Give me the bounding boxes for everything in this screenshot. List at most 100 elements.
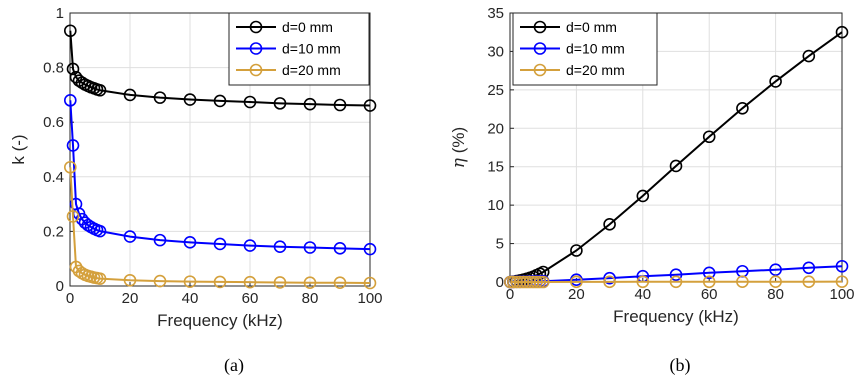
data-point <box>273 276 287 289</box>
data-point <box>520 275 533 289</box>
legend-marker <box>249 20 263 34</box>
data-point <box>835 259 849 273</box>
legend-marker <box>249 42 263 55</box>
legend-marker <box>533 63 547 77</box>
data-point <box>835 275 849 288</box>
data-point <box>533 275 547 289</box>
data-point <box>802 49 816 63</box>
y-tick-label: 1 <box>56 5 64 22</box>
data-point <box>303 97 317 111</box>
data-point <box>570 275 583 289</box>
x-axis-label: Frequency (kHz) <box>613 307 739 326</box>
data-point <box>536 275 550 289</box>
data-point <box>66 139 80 152</box>
data-point <box>363 99 377 112</box>
data-point <box>363 242 377 256</box>
x-tick-label: 0 <box>66 290 74 307</box>
x-tick-label: 60 <box>242 290 259 307</box>
x-tick-label: 40 <box>634 286 651 303</box>
data-point <box>64 94 77 107</box>
data-point <box>363 276 377 290</box>
data-point <box>603 271 616 285</box>
data-point <box>702 275 716 289</box>
y-tick-label: 0 <box>496 274 504 291</box>
x-axis-label: Frequency (kHz) <box>157 311 283 330</box>
y-axis-label: k (-) <box>9 134 28 164</box>
data-point <box>273 240 287 253</box>
data-point <box>835 25 849 39</box>
panel-caption: (a) <box>224 355 244 376</box>
data-point <box>183 275 197 288</box>
x-tick-label: 20 <box>568 286 585 303</box>
y-axis-label: η (%) <box>449 127 469 168</box>
x-tick-label: 80 <box>302 290 319 307</box>
data-point <box>303 241 317 254</box>
data-point <box>213 94 227 108</box>
data-point <box>183 93 197 106</box>
y-tick-label: 20 <box>487 120 504 137</box>
data-point <box>153 233 167 247</box>
y-tick-label: 0.8 <box>43 60 64 77</box>
data-point <box>507 275 520 289</box>
x-tick-label: 60 <box>701 286 718 303</box>
data-point <box>769 75 782 88</box>
data-point <box>570 244 583 257</box>
panel-a-plot: 0 20 40 60 80 100 0 0.2 0.4 0.6 0.8 1 Frequency (kHz… <box>9 5 383 376</box>
data-point <box>93 272 107 285</box>
panel-caption: (b) <box>670 355 691 376</box>
y-tick-label: 15 <box>487 159 504 176</box>
data-point <box>64 160 77 174</box>
data-point <box>64 24 77 38</box>
data-point <box>736 102 749 115</box>
legend-label: d=0 mm <box>566 19 617 35</box>
data-point <box>702 266 716 280</box>
data-point <box>510 275 523 289</box>
data-point <box>669 159 683 173</box>
data-point <box>243 275 257 289</box>
data-point <box>123 273 137 287</box>
y-axis-label-unit: (%) <box>449 127 468 158</box>
legend-label: d=10 mm <box>566 41 625 57</box>
y-tick-label: 0.6 <box>43 114 64 131</box>
legend-label: d=10 mm <box>282 41 341 57</box>
legend-marker <box>533 20 547 34</box>
data-point <box>526 275 540 289</box>
data-point <box>769 263 782 277</box>
y-tick-label: 5 <box>496 236 504 253</box>
data-point <box>243 239 257 252</box>
data-point <box>802 261 816 275</box>
y-tick-label: 25 <box>487 82 504 99</box>
y-axis-label-symbol: η <box>449 157 469 168</box>
data-point <box>273 97 287 110</box>
data-point <box>93 83 107 97</box>
y-tick-label: 10 <box>487 197 504 214</box>
data-point <box>513 275 527 289</box>
data-point <box>123 230 137 243</box>
y-tick-label: 0.4 <box>43 169 64 186</box>
x-tick-label: 100 <box>357 290 382 307</box>
data-point <box>153 274 167 288</box>
legend-label: d=20 mm <box>566 62 625 78</box>
x-tick-label: 40 <box>182 290 199 307</box>
data-point <box>530 275 543 289</box>
y-tick-label: 35 <box>487 5 504 22</box>
data-point <box>669 275 683 289</box>
data-point <box>702 130 716 144</box>
data-point <box>636 275 650 289</box>
panel-b-plot: 0 20 40 60 80 100 0 5 10 15 20 25 30 35 Frequency (kHz… <box>449 5 855 376</box>
data-point <box>66 210 80 223</box>
data-point <box>523 275 537 289</box>
legend-label: d=20 mm <box>282 62 341 78</box>
data-point <box>213 275 227 289</box>
x-tick-label: 80 <box>767 286 784 303</box>
data-point <box>303 276 317 290</box>
legend-label: d=0 mm <box>282 19 333 35</box>
data-point <box>636 189 650 203</box>
y-tick-label: 0 <box>56 278 64 295</box>
data-point <box>213 237 227 251</box>
y-tick-label: 30 <box>487 43 504 60</box>
data-point <box>516 275 530 289</box>
data-point <box>333 98 347 112</box>
y-tick-label: 0.2 <box>43 223 64 240</box>
